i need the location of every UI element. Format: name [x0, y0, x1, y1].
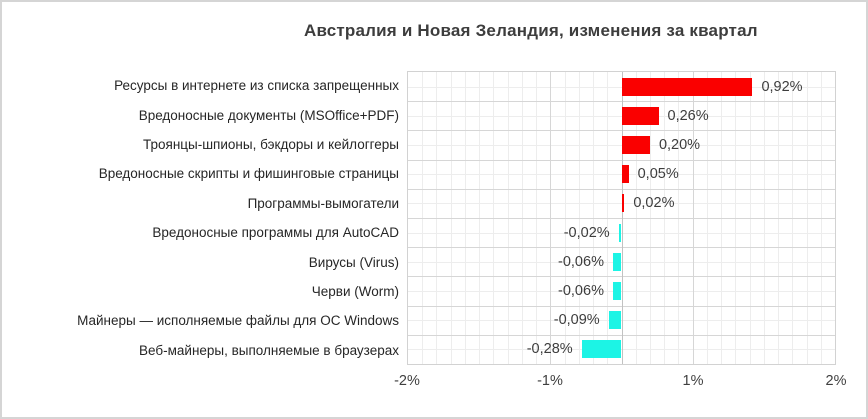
value-label: 0,26%: [667, 107, 709, 124]
bar-positive: [621, 77, 753, 96]
plot-area: 0,92% 0,26% 0,20% 0,05% 0,02% -0,02% -0,06% -0,…: [407, 71, 836, 365]
value-label: 0,05%: [637, 166, 679, 183]
major-gridline: [692, 72, 694, 364]
bar-negative: [618, 223, 622, 242]
category-label: Троянцы-шпионы, бэкдоры и кейлоггеры: [143, 136, 399, 152]
value-label: -0,09%: [553, 312, 600, 329]
bar-positive: [621, 136, 650, 154]
bar-positive: [621, 194, 625, 213]
bar-negative: [608, 311, 622, 330]
category-label: Вредоносные программы для AutoCAD: [152, 225, 399, 241]
x-tick-label: 1%: [682, 373, 704, 389]
bar-negative: [612, 252, 622, 271]
bar-negative: [612, 282, 622, 300]
chart-title: Австралия и Новая Зеландия, изменения за…: [304, 21, 758, 40]
bar-negative: [581, 340, 622, 359]
value-label: 0,02%: [633, 195, 675, 212]
category-label: Вредоносные документы (MSOffice+PDF): [138, 107, 399, 123]
category-label: Вредоносные скрипты и фишинговые страниц…: [98, 166, 399, 182]
x-tick-label: 2%: [825, 373, 847, 389]
bar-positive: [621, 106, 659, 125]
value-label: -0,06%: [558, 282, 604, 299]
value-label: -0,28%: [526, 341, 573, 358]
category-label: Ресурсы в интернете из списка запрещенны…: [114, 78, 399, 94]
value-label: 0,92%: [761, 78, 803, 95]
category-label: Веб-майнеры, выполняемые в браузерах: [139, 342, 399, 358]
value-label: -0,06%: [558, 253, 604, 270]
x-tick-label: -1%: [537, 373, 563, 389]
zero-axis-line: [621, 72, 623, 364]
bar-positive: [621, 165, 629, 184]
category-axis: Ресурсы в интернете из списка запрещенны…: [2, 71, 399, 365]
value-label: 0,20%: [658, 136, 701, 153]
category-label: Майнеры — исполняемые файлы для ОС Windo…: [77, 313, 399, 329]
category-label: Черви (Worm): [311, 283, 399, 299]
value-label: -0,02%: [563, 224, 610, 241]
x-tick-label: -2%: [394, 373, 420, 389]
major-gridline: [550, 72, 552, 364]
category-label: Программы-вымогатели: [247, 195, 399, 211]
category-label: Вирусы (Virus): [308, 254, 399, 270]
x-axis: -2% -1% 1% 2%: [2, 373, 866, 393]
